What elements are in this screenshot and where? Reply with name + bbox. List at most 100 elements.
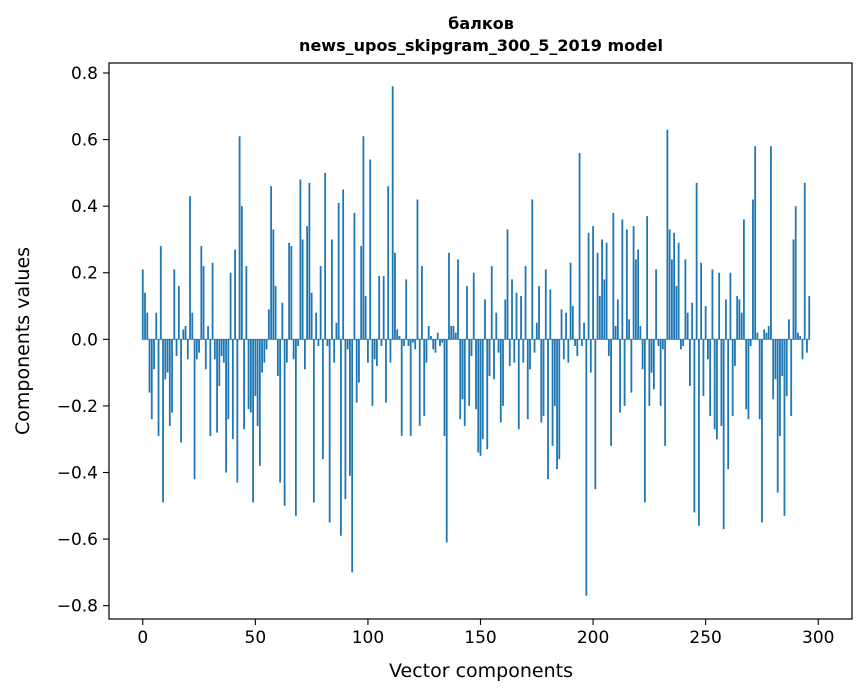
bar [801,339,804,360]
bar [166,339,169,373]
bar [601,239,603,340]
bar [292,339,295,360]
bar [650,339,653,373]
bar [646,216,649,340]
bar [569,262,572,340]
bar [727,339,730,470]
x-axis-ticks: 0 50 100 150 200 250 300 [137,619,834,648]
bar [648,339,651,406]
bar [328,339,331,523]
bar [468,339,471,406]
bar [682,339,685,346]
bar [144,292,146,340]
bar [274,286,277,340]
bar [621,219,624,340]
bar [421,266,423,340]
bar [367,339,369,363]
bar [407,339,410,346]
bar [425,339,428,363]
bar [258,339,261,466]
bar [709,339,712,416]
bar [655,269,658,340]
bar [279,339,282,483]
bar [457,259,459,340]
bar [349,339,351,476]
bar [373,339,376,360]
bar [209,339,212,436]
bar [148,339,151,393]
bar [225,339,227,473]
bar [222,339,225,363]
bar [745,339,748,410]
bar [637,249,640,340]
bar [749,339,752,346]
bar [731,339,734,416]
bar [364,296,367,340]
bar-series [141,86,811,596]
bar [168,339,171,426]
bar [405,279,408,340]
bar [574,339,576,346]
bar [589,339,592,373]
bar [321,339,324,460]
bar [418,339,421,426]
bar [229,272,232,340]
bar [612,212,615,340]
bar [240,206,243,340]
bar [592,226,594,340]
bar [432,339,435,350]
bar [799,336,802,340]
bar [535,322,538,340]
bar [668,229,671,340]
bar [713,339,716,430]
bar [324,172,327,340]
bar [562,339,565,360]
bar [184,326,187,340]
bar [763,329,766,340]
bar [155,312,158,340]
bar [351,339,354,573]
y-tick-label: 0.8 [71,64,98,84]
bar [461,339,464,400]
bar [670,259,673,340]
bar [607,339,610,356]
bar [227,339,230,420]
bar [754,146,757,340]
bar [164,339,167,380]
bar [486,339,489,450]
bar [598,296,601,340]
bar [740,312,743,340]
bar [508,339,511,366]
bar [675,286,678,340]
bar [704,306,707,340]
y-tick-label: −0.8 [57,597,98,617]
bar [193,339,196,480]
bar [261,339,263,373]
y-axis-label: Components values [12,247,34,435]
bar [198,339,200,353]
bar [463,339,466,426]
bar [371,339,374,406]
bar [720,339,723,426]
bar [297,339,300,346]
y-tick-label: 0.0 [71,330,98,350]
bar [234,249,236,340]
bar [495,312,498,340]
bar [427,326,430,340]
bar [299,179,302,340]
bar [806,339,808,353]
bar [387,186,390,340]
bar [236,339,239,483]
bar [652,339,655,390]
bar [761,339,763,523]
bar [376,339,378,366]
bar [542,339,545,416]
bar [614,326,617,340]
x-tick-label: 100 [352,628,384,648]
bar [443,339,446,436]
bar [475,339,477,410]
bar [157,339,160,436]
bar [693,339,696,513]
bar [619,339,621,413]
bar [625,229,628,340]
